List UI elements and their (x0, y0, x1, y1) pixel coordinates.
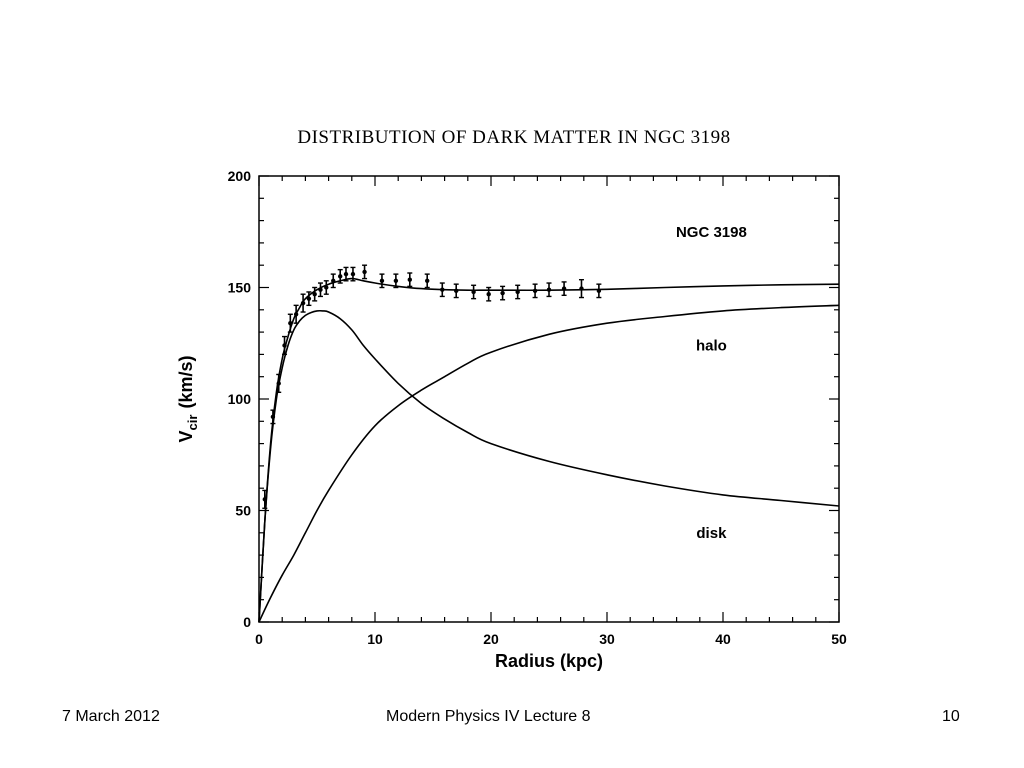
data-point (300, 293, 306, 313)
data-point (453, 283, 459, 299)
data-point (546, 282, 552, 298)
point-marker (350, 271, 356, 277)
point-marker (393, 278, 399, 284)
point-marker (293, 312, 299, 317)
annotation-label: NGC 3198 (676, 224, 747, 241)
point-marker (440, 287, 445, 292)
point-marker (324, 285, 329, 290)
x-tick-label: 30 (599, 631, 615, 647)
data-point (306, 291, 312, 307)
data-point (393, 273, 399, 289)
point-marker (486, 291, 491, 297)
point-marker (338, 274, 343, 279)
data-point (532, 283, 538, 299)
point-marker (276, 381, 281, 386)
data-point (337, 268, 343, 284)
data-point (350, 266, 356, 282)
point-marker (312, 291, 317, 297)
data-point (323, 280, 329, 295)
point-marker (579, 286, 584, 291)
data-point (287, 313, 293, 333)
data-point (312, 286, 318, 302)
point-marker (532, 288, 538, 294)
data-point (282, 335, 288, 356)
y-tick-label: 50 (235, 503, 251, 519)
annotation-label: halo (696, 337, 727, 354)
x-tick-label: 50 (831, 631, 847, 647)
data-point (578, 278, 584, 299)
plot-frame (258, 175, 840, 623)
annotation-label: disk (696, 525, 727, 542)
point-marker (262, 497, 267, 502)
x-axis-label: Radius (kpc) (495, 651, 603, 671)
point-marker (596, 288, 602, 294)
y-axis-label: Vcir (km/s) (176, 356, 200, 443)
data-point (379, 273, 385, 289)
x-tick-label: 0 (255, 631, 263, 647)
x-tick-label: 40 (715, 631, 731, 647)
data-point (424, 273, 430, 289)
footer-page-number: 10 (942, 708, 960, 725)
data-point (486, 286, 492, 302)
y-axis-label-sub: cir (185, 415, 200, 431)
y-axis-label-main: V (176, 430, 196, 442)
point-marker (282, 343, 287, 348)
observed-points (262, 264, 602, 509)
data-point (276, 373, 282, 394)
point-marker (362, 269, 367, 275)
point-marker (546, 287, 552, 292)
data-point (561, 281, 567, 297)
y-tick-label: 150 (228, 280, 252, 296)
point-marker (270, 414, 276, 420)
data-point (262, 489, 268, 509)
curve-halo (258, 304, 840, 623)
point-marker (318, 287, 323, 292)
footer-date: 7 March 2012 (62, 708, 160, 725)
data-point (500, 285, 506, 301)
curve-total (258, 277, 840, 623)
data-point (362, 264, 368, 280)
point-marker (561, 286, 567, 291)
point-marker (379, 278, 385, 284)
point-marker (331, 278, 336, 284)
data-point (293, 304, 299, 324)
data-point (596, 283, 602, 299)
point-marker (306, 296, 312, 301)
y-tick-label: 100 (228, 391, 252, 407)
data-point (270, 409, 276, 425)
curve-disk (258, 309, 840, 623)
data-point (317, 282, 323, 298)
point-marker (425, 278, 430, 284)
point-marker (343, 271, 349, 277)
data-point (515, 284, 521, 300)
point-marker (407, 277, 412, 282)
y-axis-ticks: 0 50 100 150 200 (228, 168, 839, 630)
y-axis-label-units: (km/s) (176, 356, 196, 409)
point-marker (454, 288, 459, 294)
footer-title: Modern Physics IV Lecture 8 (386, 708, 591, 725)
data-point (343, 266, 349, 282)
point-marker (471, 289, 476, 295)
chart-title: DISTRIBUTION OF DARK MATTER IN NGC 3198 (297, 127, 730, 148)
y-tick-label: 0 (243, 614, 251, 630)
curves (258, 277, 840, 623)
annotations: NGC 3198 halo disk (676, 224, 747, 542)
point-marker (500, 290, 505, 296)
data-point (330, 273, 336, 289)
x-axis-ticks: 0 10 20 30 40 50 (255, 176, 847, 647)
data-point (471, 284, 477, 300)
chart: DISTRIBUTION OF DARK MATTER IN NGC 3198 … (176, 127, 847, 671)
x-tick-label: 10 (367, 631, 383, 647)
point-marker (300, 300, 306, 306)
data-point (439, 282, 445, 298)
y-tick-label: 200 (228, 168, 252, 184)
point-marker (515, 289, 520, 295)
x-tick-label: 20 (483, 631, 499, 647)
data-point (407, 272, 413, 288)
point-marker (288, 320, 293, 326)
